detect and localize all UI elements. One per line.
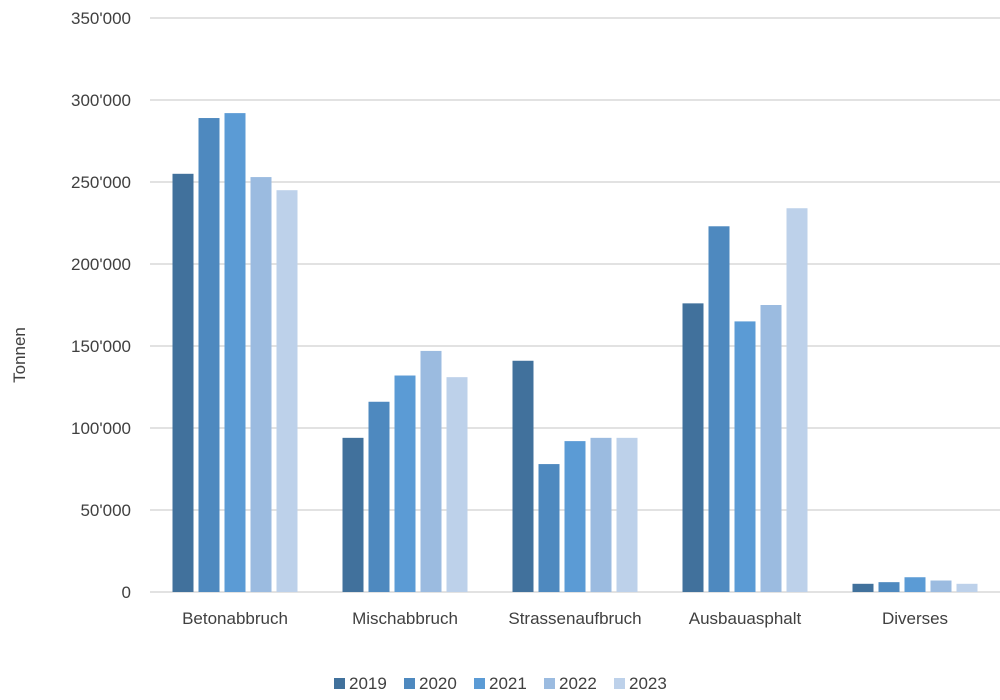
bar-2022-strassenaufbruch bbox=[590, 437, 612, 592]
bar-2022-betonabbruch bbox=[250, 177, 272, 592]
legend-label: 2022 bbox=[559, 674, 597, 693]
y-axis-ticks: 0 50'000 100'000 150'000 200'000 250'000 300'0… bbox=[71, 9, 131, 602]
legend-swatch-2019 bbox=[334, 678, 345, 689]
bar-2020-ausbauasphalt bbox=[708, 226, 730, 592]
bar-2020-diverses bbox=[878, 582, 900, 592]
bar-2023-betonabbruch bbox=[276, 190, 298, 592]
x-category-label: Mischabbruch bbox=[352, 609, 458, 628]
legend-swatch-2021 bbox=[474, 678, 485, 689]
bar-2019-mischabbruch bbox=[342, 437, 364, 592]
legend-label: 2021 bbox=[489, 674, 527, 693]
legend-swatch-2023 bbox=[614, 678, 625, 689]
bars bbox=[172, 113, 978, 593]
legend-label: 2019 bbox=[349, 674, 387, 693]
y-tick-label: 200'000 bbox=[71, 255, 131, 274]
bar-2020-strassenaufbruch bbox=[538, 464, 560, 592]
bar-2022-mischabbruch bbox=[420, 350, 442, 592]
x-category-label: Strassenaufbruch bbox=[508, 609, 641, 628]
bar-2020-mischabbruch bbox=[368, 401, 390, 592]
x-axis-categories: Betonabbruch Mischabbruch Strassenaufbruch… bbox=[182, 609, 948, 628]
bar-2019-diverses bbox=[852, 583, 874, 592]
legend-label: 2023 bbox=[629, 674, 667, 693]
legend-swatch-2022 bbox=[544, 678, 555, 689]
bar-2021-strassenaufbruch bbox=[564, 441, 586, 592]
bar-2019-ausbauasphalt bbox=[682, 303, 704, 592]
bar-2019-strassenaufbruch bbox=[512, 360, 534, 592]
bar-2023-diverses bbox=[956, 583, 978, 592]
bar-2023-mischabbruch bbox=[446, 377, 468, 592]
legend: 2019 2020 2021 2022 2023 bbox=[334, 674, 667, 693]
x-category-label: Betonabbruch bbox=[182, 609, 288, 628]
bar-2021-ausbauasphalt bbox=[734, 321, 756, 592]
y-tick-label: 350'000 bbox=[71, 9, 131, 28]
y-tick-label: 250'000 bbox=[71, 173, 131, 192]
y-tick-label: 150'000 bbox=[71, 337, 131, 356]
y-tick-label: 50'000 bbox=[80, 501, 131, 520]
bar-2022-ausbauasphalt bbox=[760, 305, 782, 592]
bar-2021-betonabbruch bbox=[224, 113, 246, 593]
y-tick-label: 0 bbox=[122, 583, 131, 602]
y-tick-label: 300'000 bbox=[71, 91, 131, 110]
x-category-label: Diverses bbox=[882, 609, 948, 628]
bar-2023-strassenaufbruch bbox=[616, 437, 638, 592]
legend-label: 2020 bbox=[419, 674, 457, 693]
bar-2021-diverses bbox=[904, 577, 926, 592]
bar-2019-betonabbruch bbox=[172, 173, 194, 593]
y-tick-label: 100'000 bbox=[71, 419, 131, 438]
bar-2023-ausbauasphalt bbox=[786, 208, 808, 593]
bar-2020-betonabbruch bbox=[198, 118, 220, 592]
bar-2021-mischabbruch bbox=[394, 375, 416, 592]
bar-2022-diverses bbox=[930, 580, 952, 592]
legend-swatch-2020 bbox=[404, 678, 415, 689]
y-axis-title: Tonnen bbox=[10, 327, 29, 383]
x-category-label: Ausbauasphalt bbox=[689, 609, 802, 628]
